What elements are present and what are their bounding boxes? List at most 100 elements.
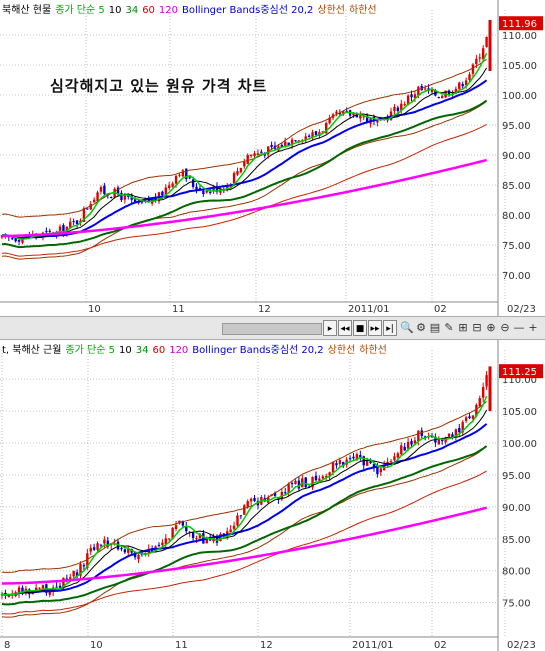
- candle-body: [0, 235, 4, 238]
- candle-body: [400, 103, 403, 111]
- x-tick-label: 02: [434, 640, 447, 651]
- last-price-label: 111.96: [502, 19, 537, 30]
- candle-body: [437, 97, 441, 99]
- candle-body: [376, 120, 379, 123]
- candle-body: [478, 398, 481, 407]
- candle-body: [120, 548, 123, 550]
- ma120-line: [1, 158, 487, 238]
- candle-body: [62, 577, 65, 587]
- candle-body: [297, 480, 301, 489]
- toolbar-tool-icon[interactable]: ⊞: [458, 321, 468, 334]
- bottom-candlestick-chart[interactable]: 110.00 105.00 100.00 95.00 90.00 85.00 80.00 75…: [0, 340, 545, 651]
- candle-body: [413, 440, 417, 444]
- candle-body: [38, 587, 41, 589]
- toolbar-tool-icon[interactable]: ✎: [444, 321, 454, 334]
- toolbar-tool-icon[interactable]: ▤: [429, 321, 441, 334]
- candle-body: [393, 456, 396, 461]
- candle-body: [140, 201, 144, 203]
- candle-body: [290, 139, 294, 146]
- candle-body: [471, 415, 475, 419]
- candle-body: [270, 144, 273, 147]
- candle-body: [461, 84, 464, 87]
- toolbar-tool-icon[interactable]: 🔍: [400, 321, 414, 334]
- candle-body: [161, 191, 164, 196]
- candle-body: [321, 131, 324, 133]
- candle-body: [304, 477, 307, 488]
- ma10-line: [1, 67, 488, 239]
- candle-body: [120, 192, 123, 201]
- candle-body: [58, 585, 62, 588]
- toolbar-tool-icon[interactable]: +: [528, 321, 538, 334]
- toolbar-tool-icon[interactable]: ⊕: [486, 321, 496, 334]
- y-tick-label: 95.00: [502, 471, 531, 482]
- candle-body: [69, 577, 72, 579]
- bottom-chart-panel[interactable]: t, 북해산 근월 종가 단순 5 10 34 60 120 Bollinger Bands…: [0, 340, 545, 651]
- top-chart-panel[interactable]: 북해산 현물 종가 단순 5 10 34 60 120 Bollinger Bands중심선…: [0, 0, 545, 316]
- candle-body: [451, 434, 454, 438]
- candle-body: [55, 586, 58, 588]
- bottom-legend-item: 10: [119, 345, 132, 356]
- candle-body: [249, 498, 253, 502]
- candle-body: [338, 113, 342, 115]
- candle-body: [11, 238, 14, 240]
- candle-body: [369, 459, 372, 464]
- candle-body: [441, 439, 444, 442]
- candle-body: [191, 532, 195, 538]
- candle-body: [45, 231, 48, 233]
- candle-body: [69, 221, 72, 228]
- toolbar-nav-button[interactable]: ▸|: [383, 320, 397, 336]
- candle-body: [164, 187, 168, 197]
- bollinger-lower-line: [1, 100, 487, 260]
- toolbar-nav-button[interactable]: ◂◂: [338, 320, 352, 336]
- candle-body: [311, 132, 314, 138]
- candle-body: [96, 543, 99, 550]
- top-candlestick-chart[interactable]: 110.00 105.00 100.00 95.00 90.00 85.00 80.00 75…: [0, 0, 545, 316]
- toolbar-tool-icon[interactable]: ⚙: [416, 321, 426, 334]
- candle-body: [202, 533, 205, 544]
- candle-body: [253, 153, 256, 157]
- candle-body: [389, 461, 393, 463]
- candle-body: [205, 190, 208, 193]
- candle-body: [403, 104, 406, 106]
- candle-body: [475, 58, 478, 65]
- candle-body: [376, 467, 379, 475]
- candle-body: [147, 198, 150, 203]
- candle-body: [335, 463, 338, 466]
- candle-body: [454, 429, 458, 437]
- bottom-legend-item: 60: [152, 345, 166, 356]
- candle-body: [215, 535, 219, 543]
- candle-body: [79, 220, 82, 223]
- candle-body: [72, 571, 75, 577]
- x-tick-label: 11: [175, 640, 188, 651]
- candle-body: [72, 221, 75, 223]
- candle-body: [345, 110, 348, 112]
- toolbar-nav-button[interactable]: ▸▸: [368, 320, 382, 336]
- candle-body: [321, 476, 324, 479]
- candle-body: [471, 64, 475, 74]
- candle-body: [21, 587, 24, 592]
- toolbar-nav-button[interactable]: ■: [353, 320, 367, 336]
- toolbar-nav-button[interactable]: ▸: [323, 320, 337, 336]
- candle-body: [410, 94, 413, 98]
- candle-body: [379, 468, 382, 473]
- candle-body: [481, 387, 485, 398]
- candle-body: [123, 549, 127, 553]
- bollinger-upper-line: [1, 401, 487, 573]
- candle-body: [99, 544, 103, 546]
- top-legend-item: 120: [158, 5, 179, 16]
- candle-body: [400, 445, 403, 455]
- top-legend-item: 60: [142, 5, 155, 16]
- chart-scrollbar[interactable]: [222, 323, 322, 335]
- candle-body: [307, 135, 311, 137]
- y-tick-label: 80.00: [502, 211, 531, 222]
- candle-body: [99, 187, 103, 192]
- candle-body: [328, 472, 331, 476]
- y-tick-label: 110.00: [502, 31, 537, 42]
- bottom-legend-item: 34: [135, 345, 149, 356]
- x-tick-label: 2011/01: [348, 304, 390, 315]
- toolbar-tool-icon[interactable]: ⊖: [500, 321, 510, 334]
- toolbar-tool-icon[interactable]: ⊟: [472, 321, 482, 334]
- candle-body: [202, 190, 205, 194]
- y-tick-label: 90.00: [502, 503, 531, 514]
- toolbar-tool-icon[interactable]: —: [513, 321, 525, 334]
